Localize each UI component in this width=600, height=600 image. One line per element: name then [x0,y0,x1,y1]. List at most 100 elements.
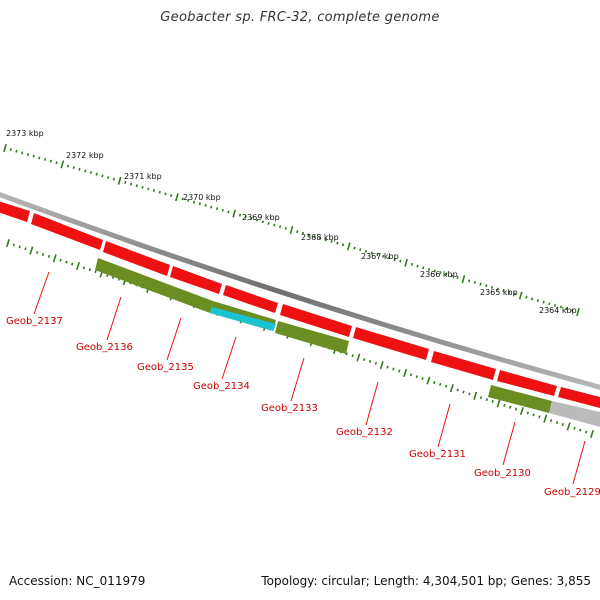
scale-tick-minor [496,287,499,291]
scale-ticks-outer [3,143,580,317]
gene-label[interactable]: Geob_2135 [137,362,194,373]
scale-tick-minor [502,289,505,293]
scale-label: 2367 kbp [361,252,399,261]
gene-forward[interactable] [558,387,600,408]
scale-tick-minor [422,266,425,270]
scale-tick-minor [227,210,230,214]
gene-forward[interactable] [0,200,30,222]
gene-forward[interactable] [170,266,222,294]
scale-tick-major [496,399,501,408]
scale-tick-minor [445,272,448,276]
gene-label[interactable]: Geob_2133 [261,403,318,414]
gene-label[interactable]: Geob_2137 [6,316,63,327]
scale-label: 2370 kbp [183,193,221,202]
gene-label[interactable]: Geob_2129 [544,487,600,498]
scale-tick-minor [553,303,557,307]
scale-tick-major [346,242,351,251]
reverse-strand-genes [95,258,600,427]
gene-label[interactable]: Geob_2132 [336,427,393,438]
scale-tick-minor [399,259,402,263]
scale-tick-minor [409,373,413,377]
scale-tick-minor [301,231,305,235]
scale-tick-minor [256,218,259,222]
scale-tick-minor [210,205,213,209]
scale-tick-major [461,275,466,284]
scale-tick-minor [38,156,41,160]
scale-tick-minor [392,367,395,371]
scale-tick-minor [532,413,535,417]
scale-tick-minor [147,187,150,191]
gene-label[interactable]: Geob_2136 [76,342,133,353]
scale-tick-major [117,176,122,185]
scale-tick-minor [250,217,253,221]
scale-tick-major [289,225,294,235]
gene-forward[interactable] [280,304,352,337]
scale-tick-minor [485,398,489,402]
scale-tick-minor [124,180,127,184]
scale-label: 2368 kbp [301,233,339,242]
scale-tick-minor [374,361,378,365]
gene-label[interactable]: Geob_2131 [409,449,466,460]
scale-tick-minor [12,243,15,247]
scale-tick-major [590,429,594,439]
gene-highlight[interactable] [210,307,276,331]
scale-tick-major [232,209,237,218]
scale-tick-minor [462,390,465,394]
scale-tick-minor [571,308,574,312]
scale-tick-minor [319,236,322,240]
gene-forward[interactable] [497,370,557,396]
genome-backbone [0,192,600,390]
gene-forward[interactable] [431,351,496,380]
scale-tick-minor [479,396,483,400]
scale-tick-major [566,422,571,431]
scale-tick-major [6,238,10,248]
accession-text: Accession: NC_011979 [9,574,146,588]
scale-tick-minor [456,276,459,280]
gene-forward[interactable] [31,213,103,250]
scale-tick-minor [88,268,91,272]
scale-tick-minor [41,252,45,256]
scale-tick-major [403,368,408,377]
gene-reverse[interactable] [95,258,213,313]
scale-tick-minor [24,247,27,251]
scale-label: 2372 kbp [66,151,104,160]
scale-tick-minor [386,365,389,369]
scale-tick-minor [192,200,196,204]
scale-tick-minor [585,430,588,434]
scale-tick-major [519,407,524,416]
gene-reverse[interactable] [275,321,349,354]
scale-tick-minor [561,422,564,426]
scale-tick-minor [44,157,47,161]
scale-tick-minor [324,238,327,242]
scale-tick-minor [573,426,576,430]
scale-tick-minor [579,428,582,432]
scale-tick-minor [473,280,476,284]
gene-forward[interactable] [353,327,429,360]
gene-label[interactable]: Geob_2134 [193,381,250,392]
gene-labels: Geob_2137 Geob_2136 Geob_2135 Geob_2134 … [6,316,600,498]
gene-label[interactable]: Geob_2130 [474,468,531,479]
scale-tick-minor [416,264,419,268]
scale-tick-minor [410,262,413,266]
scale-tick-major [356,353,361,362]
gene-reverse[interactable] [488,385,552,413]
scale-tick-minor [66,164,70,168]
scale-label: 2364 kbp [539,306,577,315]
gene-forward[interactable] [223,285,278,313]
scale-tick-minor [47,254,51,258]
gene-forward[interactable] [103,241,170,276]
scale-tick-minor [36,251,39,255]
leader-line [106,296,122,341]
scale-tick-minor [170,194,173,198]
scale-labels: 2373 kbp 2372 kbp 2371 kbp 2370 kbp 2369… [6,129,577,315]
scale-tick-minor [101,174,104,178]
gene-partial[interactable] [549,401,600,427]
scale-label: 2373 kbp [6,129,44,138]
scale-tick-minor [364,249,368,253]
scale-tick-minor [95,172,98,176]
scale-tick-minor [526,411,529,415]
scale-tick-minor [555,421,559,425]
scale-tick-minor [215,207,219,211]
scale-tick-minor [59,258,62,262]
scale-tick-major [76,261,81,270]
